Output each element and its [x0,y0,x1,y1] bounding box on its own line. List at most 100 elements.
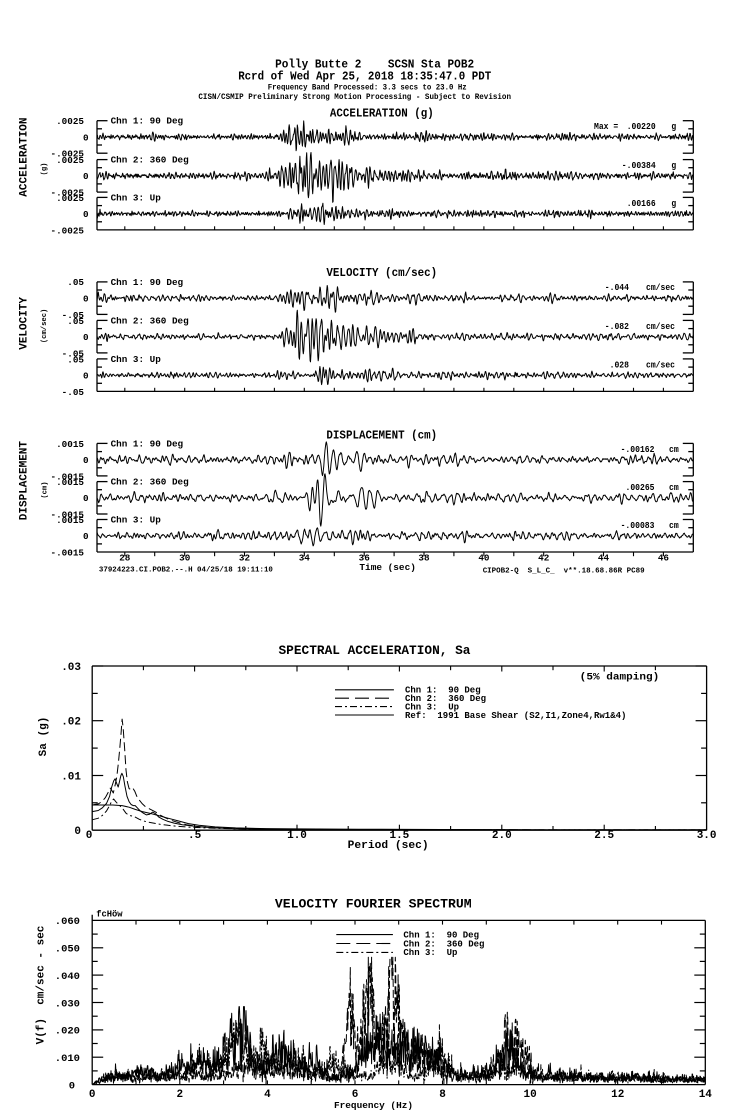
svg-text:g: g [671,121,676,132]
svg-text:cm: cm [669,482,679,493]
svg-text:-.0025: -.0025 [51,188,85,199]
svg-text:.030: .030 [55,998,80,1010]
svg-text:DISPLACEMENT (cm): DISPLACEMENT (cm) [326,429,437,442]
svg-text:cm/sec: cm/sec [646,359,675,370]
svg-text:Chn 2: 360 Deg: Chn 2: 360 Deg [111,476,190,487]
svg-text:.5: .5 [188,830,202,842]
svg-text:.060: .060 [55,916,80,928]
svg-text:Chn 3: Up: Chn 3: Up [111,514,162,525]
svg-text:2.5: 2.5 [594,830,614,842]
svg-text:cm/sec: cm/sec [646,321,675,332]
svg-text:Frequency (Hz): Frequency (Hz) [334,1100,413,1111]
svg-text:Chn 1: 90 Deg: Chn 1: 90 Deg [111,277,184,288]
svg-text:.0015: .0015 [56,477,84,488]
svg-text:.0025: .0025 [56,155,84,166]
svg-text:.02: .02 [61,717,81,729]
svg-text:0: 0 [74,826,81,838]
svg-text:Period (sec): Period (sec) [348,840,429,852]
svg-text:10: 10 [523,1089,536,1101]
svg-text:.050: .050 [55,944,80,956]
svg-text:(cm): (cm) [41,481,49,498]
svg-text:Chn 1: 90 Deg: Chn 1: 90 Deg [405,686,481,696]
svg-text:14: 14 [699,1089,713,1101]
svg-text:12: 12 [611,1089,624,1101]
svg-text:44: 44 [598,553,610,564]
svg-text:.00166: .00166 [627,198,656,209]
svg-text:0: 0 [83,332,89,343]
svg-text:CISN/CSMIP Preliminary Strong: CISN/CSMIP Preliminary Strong Motion Pro… [198,92,511,102]
svg-text:(g): (g) [41,163,49,176]
svg-text:0: 0 [83,493,89,504]
svg-text:Chn 2: 360 Deg: Chn 2: 360 Deg [403,939,484,949]
svg-text:-.044: -.044 [605,282,629,293]
svg-text:32: 32 [239,553,251,564]
svg-text:cm: cm [669,520,679,531]
svg-text:.0015: .0015 [56,515,84,526]
svg-text:Chn 3: Up: Chn 3: Up [111,192,162,203]
svg-text:28: 28 [119,553,131,564]
svg-text:0: 0 [83,531,89,542]
svg-text:36: 36 [359,553,371,564]
svg-text:cm: cm [669,444,679,455]
svg-text:Chn 1: 90 Deg: Chn 1: 90 Deg [111,438,184,449]
svg-text:.028: .028 [610,359,630,370]
svg-text:.010: .010 [55,1053,80,1065]
svg-text:1.0: 1.0 [287,830,307,842]
svg-text:VELOCITY FOURIER SPECTRUM: VELOCITY FOURIER SPECTRUM [275,897,472,912]
svg-text:Rcrd of Wed Apr 25, 2018 18:35: Rcrd of Wed Apr 25, 2018 18:35:47.0 PDT [238,70,491,83]
svg-text:Time (sec): Time (sec) [359,562,416,573]
svg-text:-.0015: -.0015 [51,509,85,520]
svg-text:37924223.CI.POB2.--.H 04/25/18: 37924223.CI.POB2.--.H 04/25/18 19:11:10 [99,566,273,574]
svg-text:.0025: .0025 [56,116,84,127]
svg-text:0: 0 [69,1080,75,1092]
svg-text:2.0: 2.0 [492,830,512,842]
svg-text:6: 6 [352,1089,359,1101]
svg-text:Chn 1: 90 Deg: Chn 1: 90 Deg [403,930,479,940]
svg-text:.00220: .00220 [627,121,656,132]
svg-text:.03: .03 [61,662,81,674]
svg-text:-.00083: -.00083 [621,520,655,531]
svg-text:.00265: .00265 [626,482,655,493]
svg-text:ACCELERATION: ACCELERATION [19,117,31,196]
svg-text:4: 4 [264,1089,271,1101]
svg-text:(5% damping): (5% damping) [580,672,660,684]
svg-text:g: g [671,160,676,171]
svg-text:Chn 2: 360 Deg: Chn 2: 360 Deg [111,155,190,166]
svg-text:0: 0 [83,371,89,382]
svg-text:-.00384: -.00384 [622,160,656,171]
svg-text:CIPOB2-Q S_L_C_ v**.18.68.86: CIPOB2-Q S_L_C_ v**.18.68.86R PC89 [483,568,645,576]
svg-text:0: 0 [83,294,89,305]
svg-text:VELOCITY (cm/sec): VELOCITY (cm/sec) [326,267,437,280]
svg-text:42: 42 [538,553,550,564]
svg-text:.05: .05 [67,316,84,327]
svg-text:-.05: -.05 [62,387,85,398]
svg-text:-.0015: -.0015 [51,547,85,558]
svg-text:SPECTRAL ACCELERATION, Sa: SPECTRAL ACCELERATION, Sa [279,643,471,658]
svg-text:Chn 2: 360 Deg: Chn 2: 360 Deg [111,315,190,326]
svg-text:Chn 3: Up: Chn 3: Up [111,354,162,365]
svg-text:-.082: -.082 [605,321,629,332]
svg-text:-.0015: -.0015 [51,471,85,482]
svg-text:30: 30 [179,553,191,564]
svg-text:.0015: .0015 [56,439,84,450]
svg-text:40: 40 [478,553,490,564]
svg-text:0: 0 [83,171,89,182]
svg-text:Chn 1: 90 Deg: Chn 1: 90 Deg [111,116,184,127]
svg-text:fcHöw: fcHöw [96,910,123,920]
svg-text:3.0: 3.0 [697,830,717,842]
svg-text:.020: .020 [55,1026,80,1038]
svg-text:0: 0 [86,830,93,842]
svg-text:0: 0 [83,455,89,466]
svg-text:DISPLACEMENT: DISPLACEMENT [19,441,31,521]
svg-text:46: 46 [658,553,670,564]
svg-text:0: 0 [83,132,89,143]
svg-text:Chn 2: 360 Deg: Chn 2: 360 Deg [405,694,486,704]
svg-text:cm/sec: cm/sec [646,282,675,293]
svg-text:ACCELERATION (g): ACCELERATION (g) [330,107,434,120]
svg-text:-.05: -.05 [62,348,85,359]
svg-text:Sa (g): Sa (g) [38,717,50,757]
svg-text:Frequency Band Processed: 3.3: Frequency Band Processed: 3.3 secs to 23… [268,83,467,93]
svg-text:(cm/sec): (cm/sec) [41,309,49,344]
svg-text:0: 0 [89,1089,96,1101]
svg-text:.0025: .0025 [56,193,84,204]
